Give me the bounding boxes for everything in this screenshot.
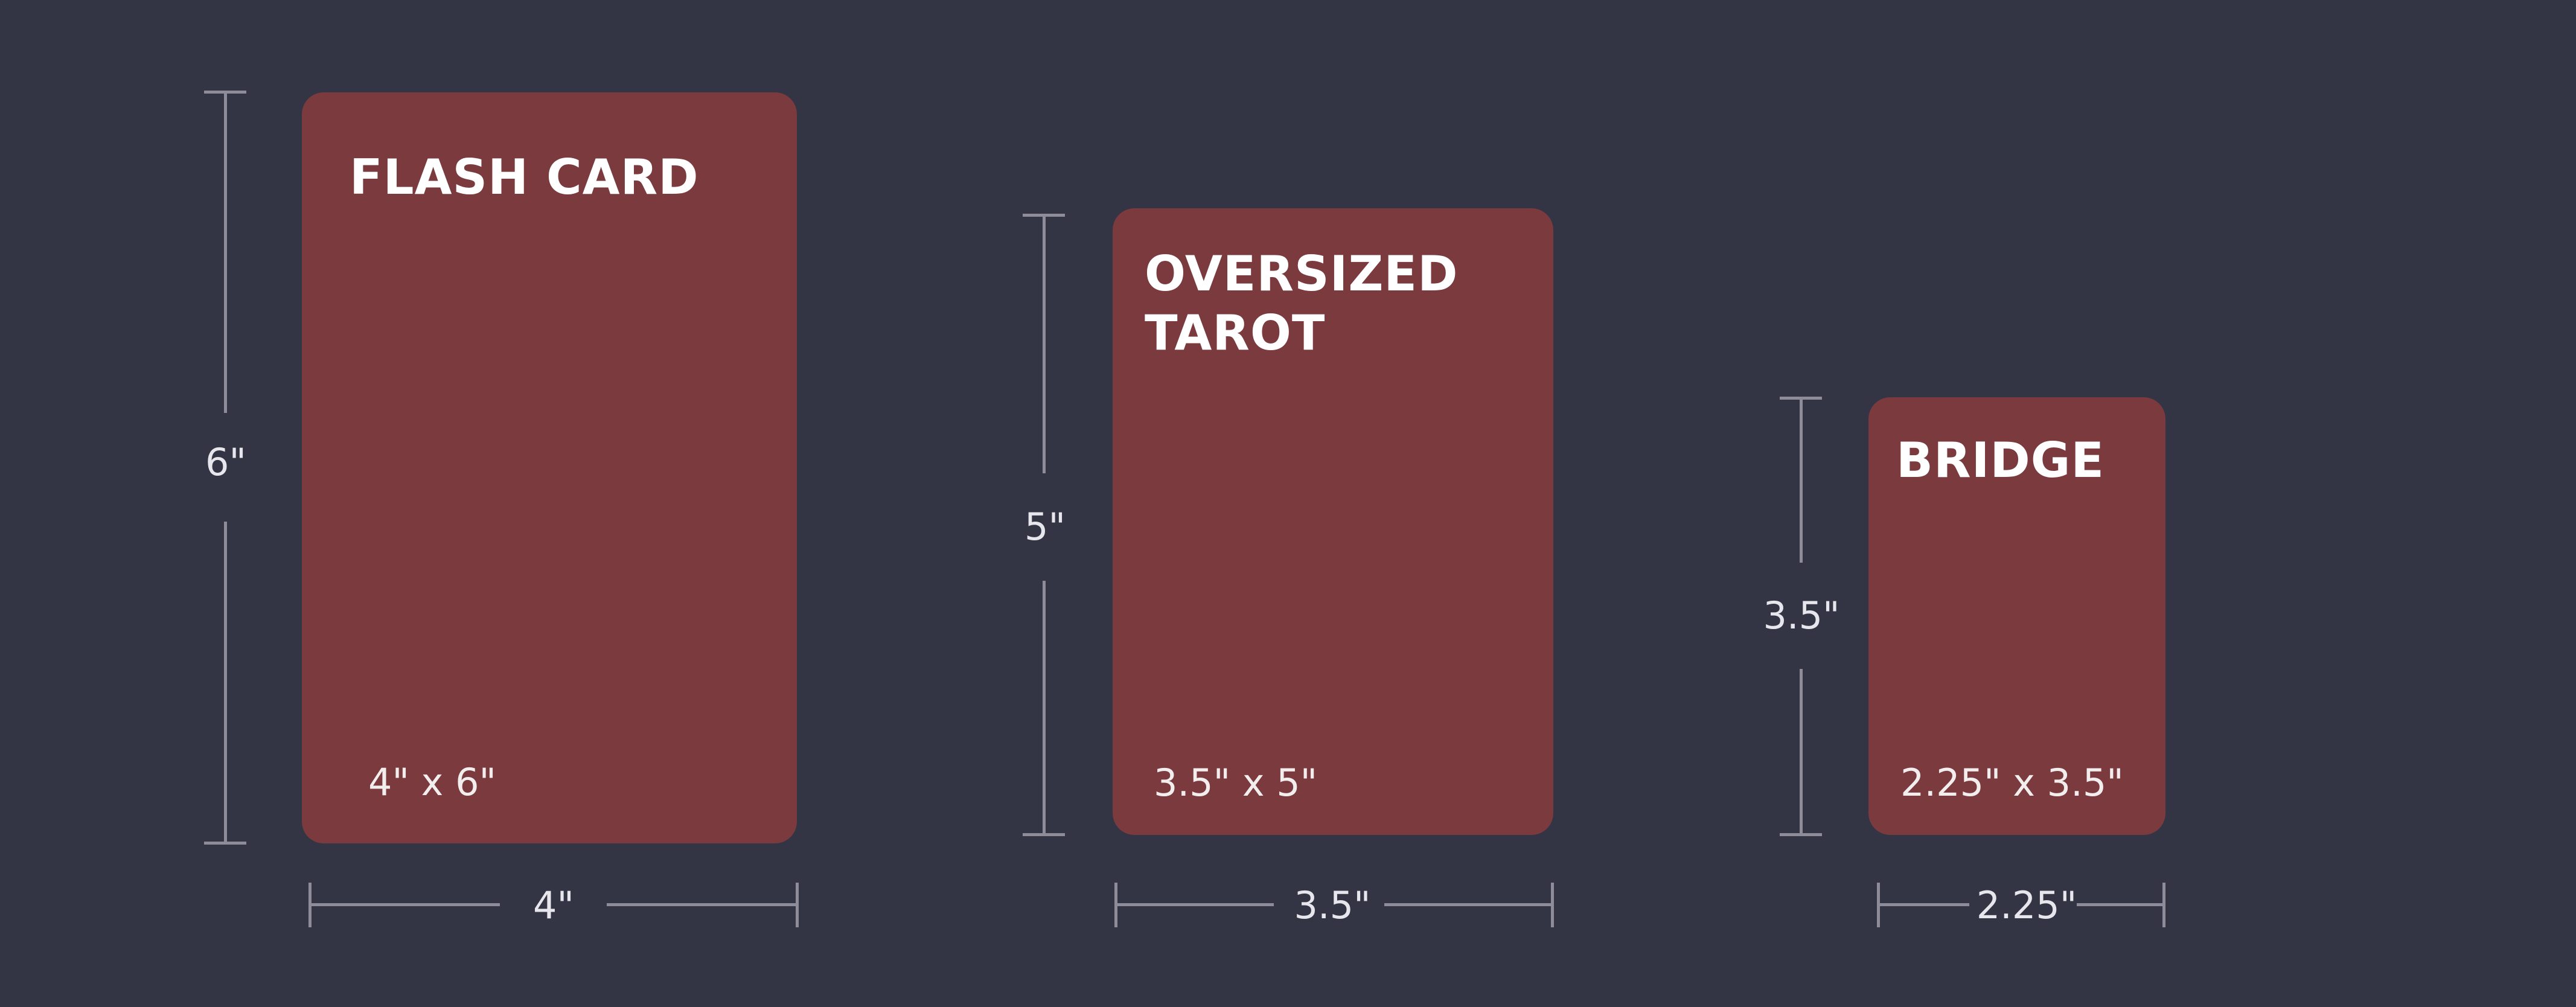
bridge-card-width-line-right xyxy=(2077,903,2165,906)
bridge-card-size-label: 2.25" x 3.5" xyxy=(1900,761,2124,805)
flash-card-height-label: 6" xyxy=(205,440,246,484)
bridge-card-height-label: 3.5" xyxy=(1763,593,1840,638)
flash-card-width-label: 4" xyxy=(533,883,574,927)
flash-card-title: FLASH CARD xyxy=(350,149,699,205)
bridge-card-height-line-lower xyxy=(1800,669,1803,836)
flash-card-width-line-left xyxy=(308,903,500,906)
bridge-card-height-line-upper xyxy=(1800,397,1803,563)
bridge-card: BRIDGE 2.25" x 3.5" xyxy=(1868,397,2165,835)
bridge-card-width-line-left xyxy=(1877,903,1969,906)
flash-card-height-cap-bottom xyxy=(204,842,246,845)
tarot-card-height-label: 5" xyxy=(1024,505,1066,549)
tarot-card-height-line-lower xyxy=(1043,581,1046,836)
flash-card-width-cap-right xyxy=(796,883,799,927)
oversized-tarot-card: OVERSIZED TAROT 3.5" x 5" xyxy=(1113,208,1553,835)
oversized-tarot-card-title: OVERSIZED TAROT xyxy=(1145,246,1459,361)
bridge-card-title: BRIDGE xyxy=(1896,432,2105,488)
tarot-card-width-cap-right xyxy=(1551,883,1554,927)
flash-card-height-line-upper xyxy=(224,91,227,413)
flash-card-width-line-right xyxy=(607,903,799,906)
tarot-card-width-line-right xyxy=(1384,903,1554,906)
flash-card-size-label: 4" x 6" xyxy=(368,760,497,804)
bridge-card-width-cap-right xyxy=(2162,883,2165,927)
oversized-tarot-card-size-label: 3.5" x 5" xyxy=(1154,761,1318,805)
flash-card-height-line-lower xyxy=(224,522,227,845)
tarot-card-width-line-left xyxy=(1114,903,1274,906)
bridge-card-height-cap-bottom xyxy=(1780,833,1822,836)
tarot-card-height-cap-bottom xyxy=(1023,833,1065,836)
tarot-card-width-label: 3.5" xyxy=(1294,883,1371,927)
flash-card: FLASH CARD 4" x 6" xyxy=(302,92,797,843)
tarot-card-height-line-upper xyxy=(1043,214,1046,473)
bridge-card-width-label: 2.25" xyxy=(1976,883,2077,927)
